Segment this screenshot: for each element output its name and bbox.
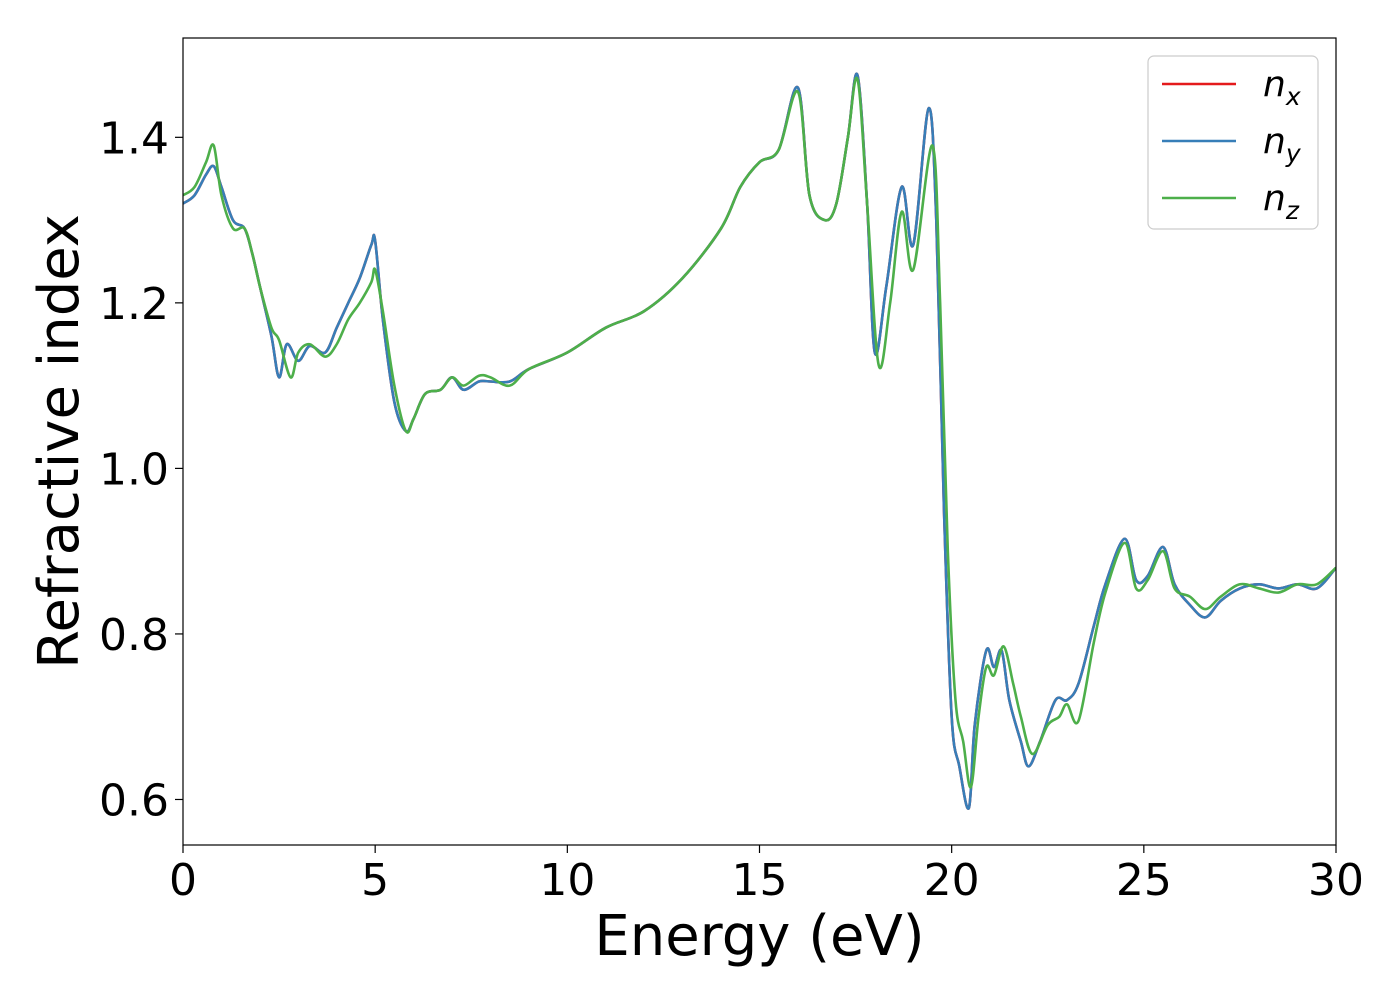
y-tick-label: 1.4 — [99, 113, 169, 164]
x-tick-label: 20 — [924, 855, 980, 906]
y-axis: 0.6 0.8 1.0 1.2 1.4 — [99, 113, 183, 826]
y-tick-label: 0.8 — [99, 610, 169, 661]
x-axis: 0 5 10 15 20 25 30 — [169, 845, 1364, 906]
x-tick-label: 10 — [539, 855, 595, 906]
series-layer — [183, 72, 1336, 810]
legend: nx ny nz — [1147, 55, 1319, 230]
y-tick-label: 1.0 — [99, 444, 169, 495]
x-tick-label: 30 — [1308, 855, 1364, 906]
y-tick-label: 1.2 — [99, 279, 169, 330]
series-line-nz — [183, 76, 1336, 789]
x-tick-label: 25 — [1116, 855, 1172, 906]
x-tick-label: 15 — [732, 855, 788, 906]
legend-label-nx: nx — [1263, 64, 1301, 111]
x-axis-title: Energy (eV) — [594, 904, 924, 969]
legend-label-ny: ny — [1263, 121, 1302, 168]
x-tick-label: 5 — [361, 855, 389, 906]
y-axis-title: Refractive index — [27, 214, 92, 669]
legend-label-nz: nz — [1263, 178, 1300, 225]
legend-box — [1147, 55, 1319, 230]
x-tick-label: 0 — [169, 855, 197, 906]
y-tick-label: 0.6 — [99, 775, 169, 826]
